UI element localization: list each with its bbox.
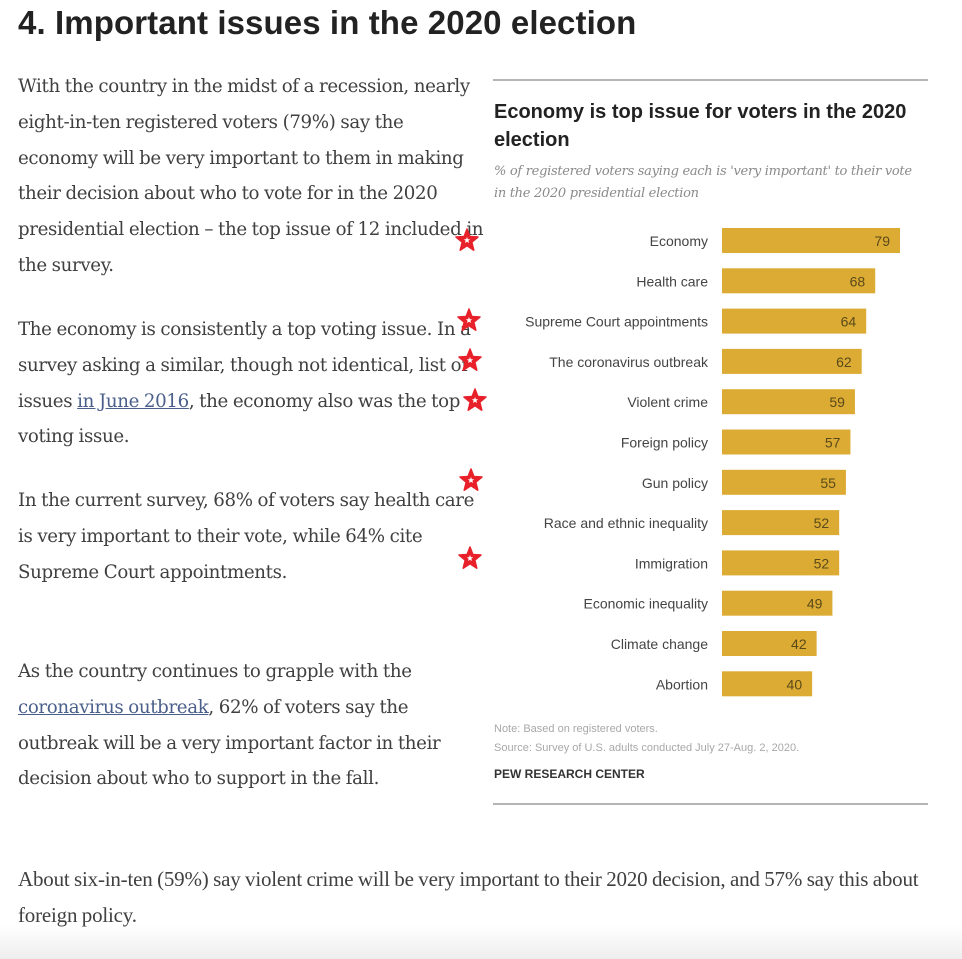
value-label: 59 bbox=[829, 394, 845, 410]
category-label: Economic inequality bbox=[583, 596, 708, 612]
value-label: 52 bbox=[814, 515, 830, 531]
value-label: 68 bbox=[850, 273, 866, 289]
bar-economic-inequality bbox=[722, 590, 833, 616]
bottom-fade bbox=[0, 925, 962, 959]
category-label: Health care bbox=[636, 273, 708, 289]
chart-title: Economy is top issue for voters in the 2… bbox=[494, 101, 907, 151]
category-label: Gun policy bbox=[642, 475, 708, 491]
value-label: 57 bbox=[825, 435, 841, 451]
chart-bottom-rule bbox=[493, 803, 928, 805]
bar-gun-policy bbox=[722, 469, 846, 495]
category-label: The coronavirus outbreak bbox=[549, 354, 709, 370]
coronavirus-outbreak-link[interactable]: coronavirus outbreak bbox=[18, 696, 209, 718]
bar-climate-change bbox=[722, 631, 817, 656]
star-icon bbox=[458, 546, 482, 570]
category-label: Violent crime bbox=[627, 394, 708, 410]
bar-abortion bbox=[722, 671, 813, 697]
category-label: Abortion bbox=[656, 676, 708, 692]
category-label: Foreign policy bbox=[621, 435, 708, 451]
value-label: 52 bbox=[814, 555, 830, 571]
p4-text-before: As the country continues to grapple with… bbox=[18, 661, 412, 682]
p4-text-after: , 62% of voters say the outbreak will be… bbox=[18, 696, 441, 790]
page-title: 4. Important issues in the 2020 election bbox=[18, 4, 637, 41]
chart-top-rule bbox=[493, 79, 928, 81]
bar-violent-crime bbox=[722, 389, 855, 415]
bar-economy bbox=[722, 228, 900, 253]
paragraph-violent-crime: About six-in-ten (59%) say violent crime… bbox=[18, 867, 919, 927]
value-label: 40 bbox=[787, 676, 803, 692]
category-label: Immigration bbox=[635, 555, 708, 571]
star-icon bbox=[455, 228, 479, 252]
paragraph-coronavirus: As the country continues to grapple with… bbox=[18, 654, 488, 797]
chart-note: Note: Based on registered voters. bbox=[494, 723, 658, 735]
value-label: 49 bbox=[807, 596, 823, 612]
value-label: 55 bbox=[820, 475, 836, 491]
paragraph-health-care: In the current survey, 68% of voters say… bbox=[18, 490, 475, 583]
value-label: 79 bbox=[874, 233, 890, 249]
bar-immigration bbox=[722, 550, 840, 576]
value-label: 64 bbox=[841, 314, 857, 330]
category-label: Climate change bbox=[611, 636, 708, 652]
bar-health-care bbox=[722, 268, 876, 294]
star-icon bbox=[459, 468, 483, 492]
category-label: Economy bbox=[650, 233, 708, 249]
category-label: Supreme Court appointments bbox=[525, 314, 708, 330]
paragraph-consistent-issue: The economy is consistently a top voting… bbox=[18, 312, 488, 455]
bar-the-coronavirus-outbreak bbox=[722, 348, 862, 374]
bar-race-and-ethnic-inequality bbox=[722, 510, 840, 536]
chart-subtitle: % of registered voters saying each is 'v… bbox=[494, 164, 912, 201]
bar-foreign-policy bbox=[722, 429, 851, 455]
star-icon bbox=[463, 388, 487, 412]
star-icon bbox=[457, 308, 481, 332]
bar-supreme-court-appointments bbox=[722, 308, 867, 334]
paragraph-economy: With the country in the midst of a reces… bbox=[18, 76, 484, 276]
value-label: 62 bbox=[836, 354, 852, 370]
p2-text-before: The economy is consistently a top voting… bbox=[18, 319, 471, 412]
p2-text-after: , the economy also was the top voting is… bbox=[18, 390, 461, 448]
june-2016-link[interactable]: in June 2016 bbox=[77, 390, 189, 412]
chart-source: Source: Survey of U.S. adults conducted … bbox=[494, 742, 800, 754]
category-label: Race and ethnic inequality bbox=[544, 515, 708, 531]
pew-brand: PEW RESEARCH CENTER bbox=[494, 767, 645, 781]
star-icon bbox=[458, 348, 482, 372]
value-label: 42 bbox=[791, 636, 807, 652]
